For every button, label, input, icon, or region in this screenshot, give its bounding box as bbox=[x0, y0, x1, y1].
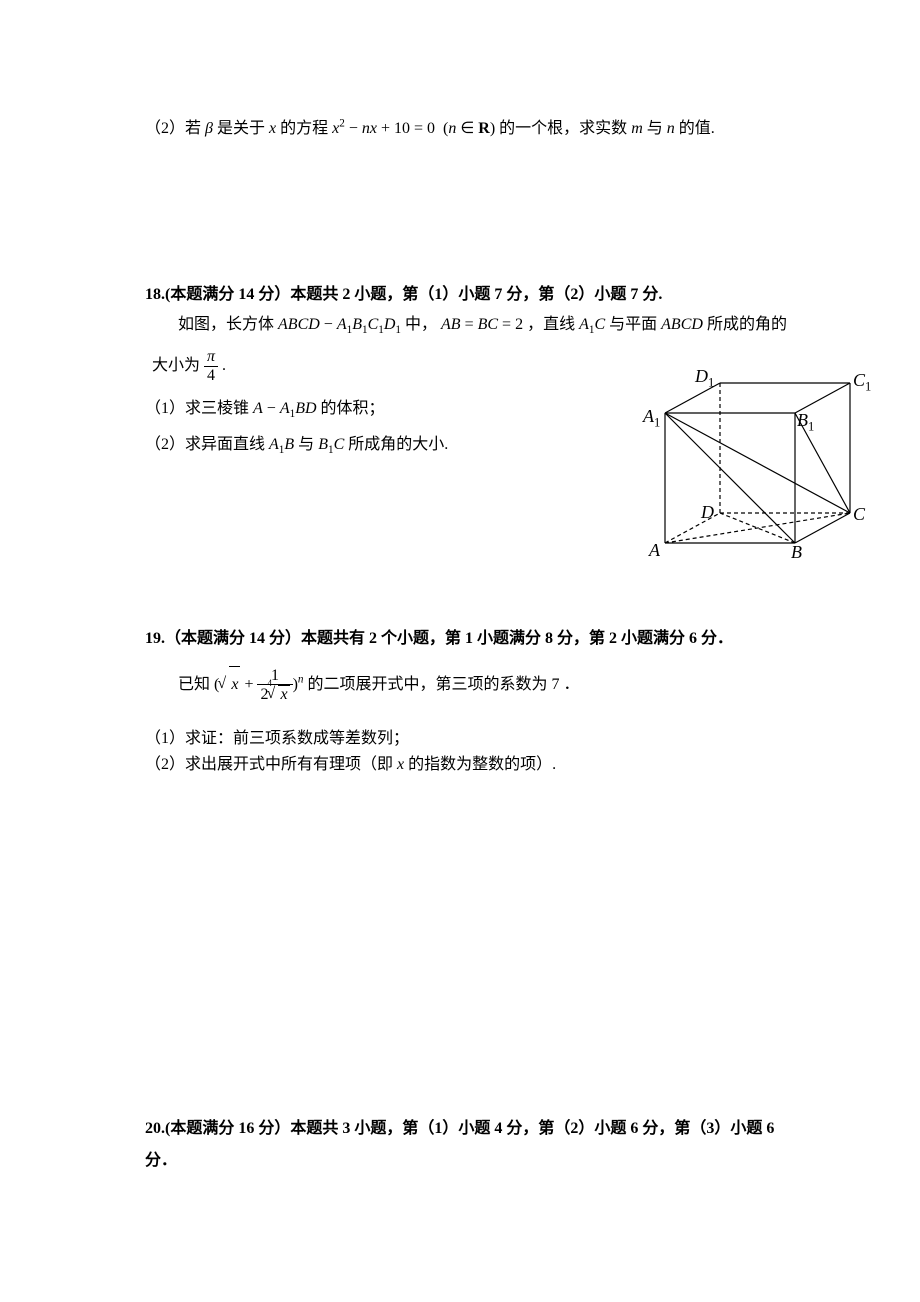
q19-part2: （2）求出展开式中所有有理项（即 x 的指数为整数的项）. bbox=[145, 752, 785, 778]
q18-part2-text: （2）求异面直线 A1B 与 B1C 所成角的大小. bbox=[145, 436, 448, 453]
q19-part1: （1）求证：前三项系数成等差数列； bbox=[145, 726, 785, 752]
q20-header-l1: 20.(本题满分 16 分）本题共 3 小题，第（1）小题 4 分，第（2）小题… bbox=[145, 1120, 774, 1137]
q19-part1-text: （1）求证：前三项系数成等差数列； bbox=[145, 730, 409, 747]
label-B1: B1 bbox=[797, 406, 814, 437]
q18-frac: π 4 bbox=[204, 348, 218, 384]
q17-part2: （2）若 β 是关于 x 的方程 x2 − nx + 10 = 0 (n ∈ R… bbox=[145, 116, 785, 142]
q19-intro-suffix: 的二项展开式中，第三项的系数为 7 ． bbox=[308, 676, 580, 693]
q19-intro-prefix: 已知 bbox=[178, 676, 210, 693]
label-C: C bbox=[853, 500, 865, 529]
q20-header-l2: 分． bbox=[145, 1152, 177, 1169]
q18-intro1: 如图，长方体 ABCD − A1B1C1D1 中， AB = BC = 2 ，直… bbox=[178, 312, 818, 340]
q18-intro2-suffix: . bbox=[222, 357, 226, 374]
label-D1: D1 bbox=[695, 362, 714, 393]
q19-header: 19.（本题满分 14 分）本题共有 2 个小题，第 1 小题满分 8 分，第 … bbox=[145, 626, 795, 652]
label-C1: C1 bbox=[853, 366, 871, 397]
q19-intro: 已知 (x + 1 24x )n 的二项展开式中，第三项的系数为 7 ． bbox=[178, 666, 798, 704]
q18-intro2: 大小为 π 4 . bbox=[152, 348, 612, 384]
label-B: B bbox=[791, 538, 802, 567]
q20-header: 20.(本题满分 16 分）本题共 3 小题，第（1）小题 4 分，第（2）小题… bbox=[145, 1113, 795, 1177]
label-A1: A1 bbox=[643, 402, 660, 433]
q19-header-text: 19.（本题满分 14 分）本题共有 2 个小题，第 1 小题满分 8 分，第 … bbox=[145, 630, 733, 647]
label-A: A bbox=[649, 536, 660, 565]
q17-part2-text: （2）若 β 是关于 x 的方程 x2 − nx + 10 = 0 (n ∈ R… bbox=[145, 120, 715, 137]
q18-intro2-prefix: 大小为 bbox=[152, 357, 200, 374]
label-D: D bbox=[701, 498, 714, 527]
q18-header: 18.(本题满分 14 分）本题共 2 小题，第（1）小题 7 分，第（2）小题… bbox=[145, 282, 785, 308]
q18-frac-num: π bbox=[204, 348, 218, 367]
q18-header-text: 18.(本题满分 14 分）本题共 2 小题，第（1）小题 7 分，第（2）小题… bbox=[145, 286, 662, 303]
q19-frac-num: 1 bbox=[257, 667, 292, 686]
q19-plus: + bbox=[244, 676, 257, 693]
cuboid-svg bbox=[635, 358, 875, 558]
q19-frac: 1 24x bbox=[257, 667, 292, 704]
q18-frac-den: 4 bbox=[204, 367, 218, 385]
q19-frac-den: 24x bbox=[257, 685, 292, 704]
q18-part1-text: （1）求三棱锥 A − A1BD 的体积； bbox=[145, 400, 385, 417]
q19-part2-text: （2）求出展开式中所有有理项（即 x 的指数为整数的项）. bbox=[145, 756, 556, 773]
q18-part1: （1）求三棱锥 A − A1BD 的体积； bbox=[145, 396, 605, 424]
q19-sqrt-x: x bbox=[219, 666, 240, 702]
q18-intro1-text: 如图，长方体 ABCD − A1B1C1D1 中， AB = BC = 2 ，直… bbox=[178, 316, 787, 333]
q18-figure: A B C D A1 B1 C1 D1 bbox=[635, 358, 875, 558]
q19-pow-n: n bbox=[298, 674, 304, 686]
q18-part2: （2）求异面直线 A1B 与 B1C 所成角的大小. bbox=[145, 432, 605, 460]
